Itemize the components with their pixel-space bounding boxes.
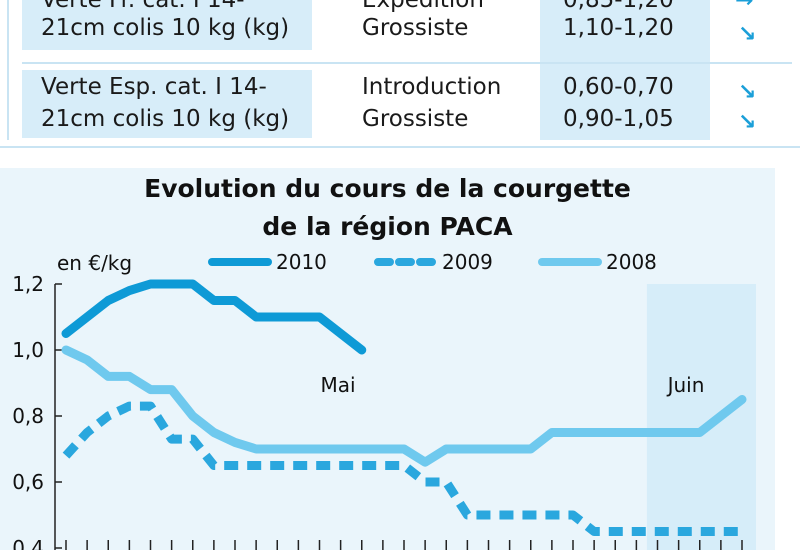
row1-price-1: 0,85-1,20 (563, 0, 674, 13)
row1-product-line2: 21cm colis 10 kg (kg) (41, 15, 290, 41)
product-band-1 (22, 0, 312, 50)
row2-product-line2: 21cm colis 10 kg (kg) (41, 106, 290, 132)
price-table: Verte Fr. cat. I 14- 21cm colis 10 kg (k… (0, 0, 800, 160)
price-band (540, 0, 710, 140)
y-tick-label: 0,6 (12, 470, 44, 494)
row1-price-2: 1,10-1,20 (563, 15, 674, 41)
chart-panel (0, 168, 775, 550)
trend-arrow-icon: ↘ (738, 80, 757, 105)
period-label-juin: Juin (666, 373, 705, 397)
y-tick-label: 1,2 (12, 272, 44, 296)
trend-arrow-icon: → (735, 0, 754, 13)
chart-title-line1: Evolution du cours de la courgette (144, 174, 631, 203)
y-tick-label: 0,8 (12, 404, 44, 428)
series-line-2008 (61, 345, 747, 467)
row1-stage-2: Grossiste (362, 15, 469, 41)
june-period-band (646, 284, 756, 550)
row2-product-line1: Verte Esp. cat. I 14- (41, 74, 267, 100)
chart-title: Evolution du cours de la courgette de la… (0, 170, 775, 246)
legend-label-2010: 2010 (276, 250, 327, 274)
table-left-line (7, 0, 9, 140)
product-band-2 (22, 70, 312, 138)
y-axis-label: en €/kg (57, 251, 132, 275)
series-line-2010 (61, 279, 367, 355)
trend-arrow-icon: ↘ (738, 22, 757, 47)
row2-price-2: 0,90-1,05 (563, 106, 674, 132)
y-tick-label: 1,0 (12, 338, 44, 362)
row2-stage-1: Introduction (362, 74, 502, 100)
table-bottom-line (0, 146, 800, 148)
row2-stage-2: Grossiste (362, 106, 469, 132)
legend-label-2008: 2008 (606, 250, 657, 274)
chart-title-line2: de la région PACA (262, 212, 513, 241)
legend-label-2009: 2009 (442, 250, 493, 274)
row1-product-line1: Verte Fr. cat. I 14- (41, 0, 245, 13)
trend-arrow-icon: ↘ (738, 110, 757, 135)
period-label-mai: Mai (320, 373, 355, 397)
row-separator (22, 62, 792, 64)
row1-stage-1: Expédition (362, 0, 484, 13)
y-tick-label: 0,4 (12, 536, 44, 550)
row2-price-1: 0,60-0,70 (563, 74, 674, 100)
series-line-2009 (62, 401, 742, 536)
